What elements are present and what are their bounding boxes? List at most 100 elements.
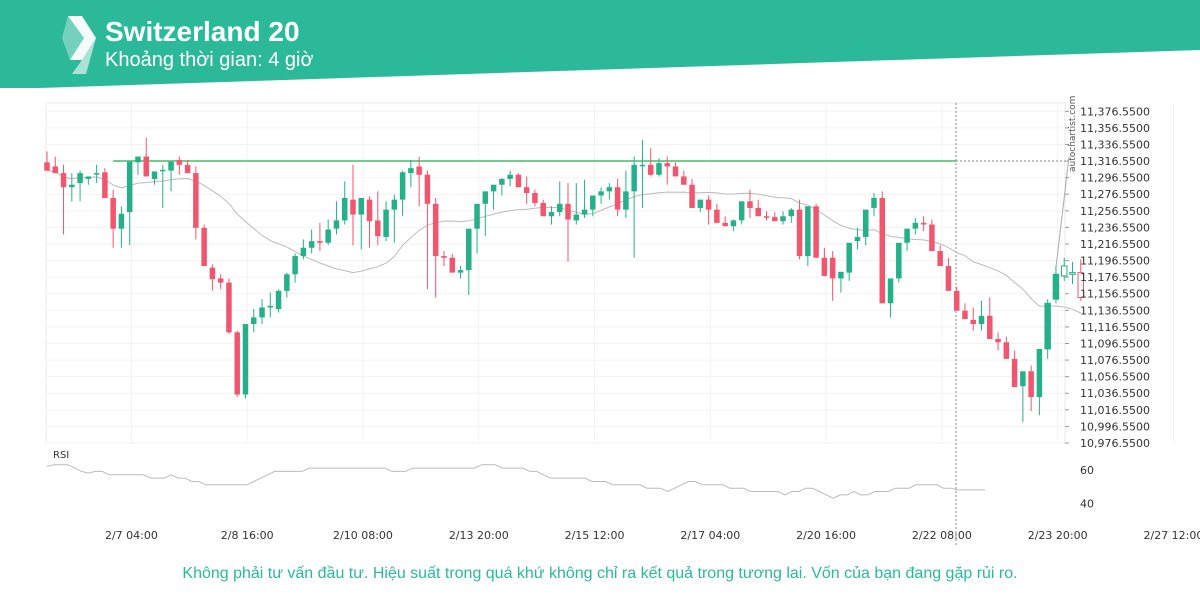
candle (987, 297, 993, 339)
candle (333, 201, 340, 235)
candle (383, 201, 389, 242)
candle (267, 292, 274, 318)
resistance-level (113, 103, 1065, 545)
y-tick-label: 11,056.5500 (1080, 371, 1150, 384)
candle (449, 253, 455, 273)
candle (672, 162, 679, 177)
candle (523, 176, 530, 204)
candle (52, 156, 59, 174)
candle (482, 191, 489, 237)
rsi-panel: RSI 60 40 (46, 450, 1094, 510)
y-tick-label: 11,196.5500 (1080, 255, 1150, 268)
y-tick-label: 11,316.5500 (1080, 155, 1150, 168)
candle (978, 300, 985, 331)
candle (1044, 299, 1051, 359)
candle (515, 173, 522, 188)
candlestick-chart: 11,376.5500 11,356.5500 11,336.5500 11,316.… (44, 96, 1200, 545)
candle (937, 245, 943, 266)
candle (193, 166, 199, 240)
y-tick-label: 10,996.5500 (1080, 420, 1150, 433)
watermark: autochartist.com (1068, 96, 1078, 172)
candle (681, 170, 687, 185)
candle (1028, 365, 1034, 412)
x-tick-label: 2/8 16:00 (221, 529, 274, 542)
y-tick-label: 11,296.5500 (1080, 172, 1150, 185)
candle (879, 191, 886, 304)
candle (962, 303, 968, 320)
candle (490, 184, 497, 210)
chart-title: Switzerland 20 (105, 16, 300, 47)
candle (995, 332, 1001, 351)
x-tick-label: 2/13 20:00 (449, 529, 509, 542)
y-tick-label: 11,156.5500 (1080, 288, 1150, 301)
candle (366, 196, 373, 248)
x-tick-label: 2/27 12:00 (1143, 529, 1200, 542)
candle (755, 199, 761, 217)
y-tick-label: 11,096.5500 (1080, 337, 1150, 350)
candle (556, 181, 563, 217)
y-tick-label: 11,236.5500 (1080, 221, 1150, 234)
candle (929, 219, 935, 252)
candle (763, 211, 770, 221)
candle (829, 251, 836, 301)
candle (284, 272, 290, 298)
candle (226, 278, 232, 334)
candle (102, 168, 108, 198)
x-tick-label: 2/17 04:00 (680, 529, 740, 542)
header-background (0, 0, 1200, 88)
candle (432, 197, 439, 298)
candle (408, 159, 414, 188)
candle (697, 199, 704, 213)
candle (499, 178, 505, 196)
candle (722, 216, 728, 227)
candle (234, 330, 240, 398)
candle (788, 207, 795, 223)
candle (689, 178, 695, 208)
candle (110, 189, 116, 248)
candle (920, 216, 927, 232)
y-tick-label: 11,256.5500 (1080, 205, 1150, 218)
candle (780, 211, 786, 225)
candle (1052, 265, 1060, 304)
candle (738, 201, 745, 225)
candle (350, 164, 356, 246)
candle (209, 264, 216, 291)
candle (970, 307, 976, 331)
y-tick-label: 11,116.5500 (1080, 321, 1150, 334)
candle (896, 242, 902, 283)
candle (1036, 348, 1043, 416)
candle (474, 203, 480, 254)
candle (953, 286, 960, 311)
time-axis: 2/7 04:00 2/8 16:00 2/10 08:00 2/13 20:00 2/… (105, 529, 1200, 542)
candle (300, 239, 307, 260)
x-tick-label: 2/7 04:00 (105, 529, 158, 542)
candles-group (44, 137, 1084, 422)
candle (887, 278, 894, 318)
candle (1069, 261, 1076, 285)
candle (854, 227, 861, 250)
candle (846, 242, 852, 281)
candle (399, 170, 406, 217)
candle (631, 156, 637, 258)
candle (77, 170, 83, 202)
x-tick-label: 2/15 12:00 (565, 529, 625, 542)
candle (796, 199, 803, 260)
candle (168, 161, 174, 192)
candle (532, 189, 538, 207)
y-tick-label: 11,036.5500 (1080, 387, 1150, 400)
candle (135, 156, 141, 175)
candle (598, 187, 604, 204)
candle (251, 309, 257, 333)
candle (217, 274, 224, 290)
candle (308, 229, 315, 254)
candle (772, 212, 778, 222)
candle (1003, 336, 1010, 359)
candle (573, 183, 580, 225)
candle (871, 193, 877, 217)
candle (548, 206, 555, 225)
candle (639, 139, 646, 208)
candle (862, 209, 869, 246)
x-tick-label: 2/20 16:00 (796, 529, 856, 542)
candle (581, 179, 588, 218)
candle (60, 164, 67, 235)
